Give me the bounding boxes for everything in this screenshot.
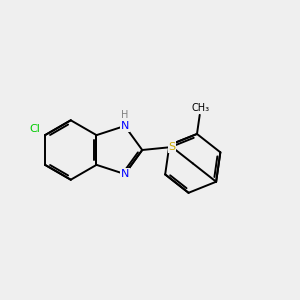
Text: S: S: [168, 142, 175, 152]
Text: H: H: [121, 110, 128, 120]
Text: Cl: Cl: [30, 124, 41, 134]
Text: N: N: [121, 169, 129, 179]
Text: N: N: [121, 121, 129, 131]
Text: CH₃: CH₃: [192, 103, 210, 113]
